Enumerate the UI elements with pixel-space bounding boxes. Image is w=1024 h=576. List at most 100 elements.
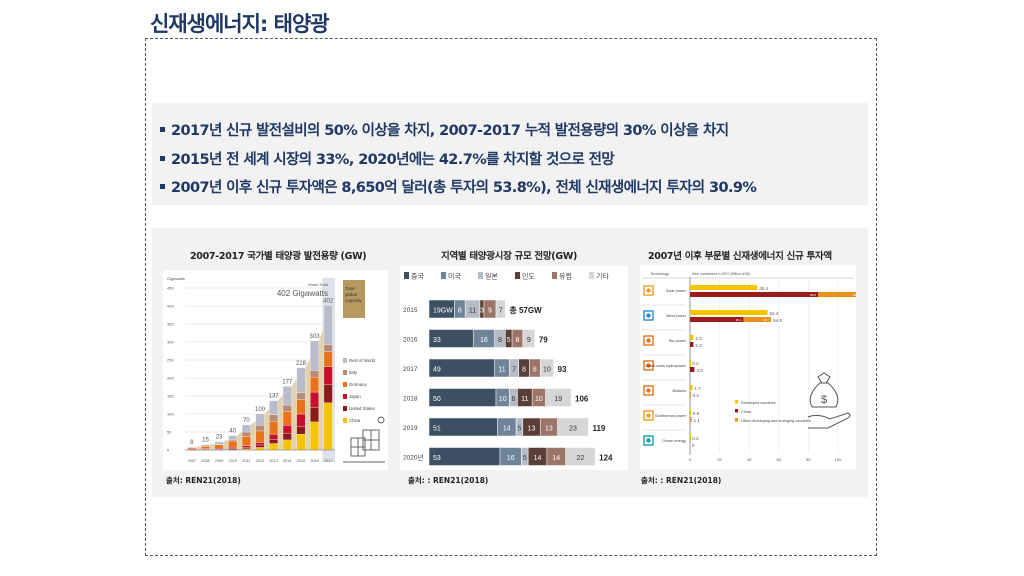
year-label: 2017 (403, 366, 418, 373)
y-tick-label: 100 (167, 412, 174, 417)
legend-swatch (404, 272, 409, 279)
value-label-developed: 2.3 (695, 336, 702, 341)
segment-label: 8 (533, 367, 537, 374)
segment-label: 51 (433, 426, 441, 433)
segment-label: 23 (569, 426, 577, 433)
legend-label: Italy (349, 370, 358, 375)
value-label-developing: 0 (692, 443, 695, 448)
solar-panel-icon (343, 416, 385, 463)
bar-segment (539, 358, 554, 378)
segment-label: 53 (433, 455, 441, 462)
segment-label: 16 (480, 337, 488, 344)
bar-segment (565, 447, 596, 466)
annotation-world-total: World Total (308, 282, 328, 287)
bar-segment-china (296, 434, 306, 451)
bar-segment-rest-of-world (269, 400, 279, 415)
bar-segment-italy (241, 431, 251, 437)
content-frame (145, 38, 877, 556)
legend-swatch (735, 400, 738, 404)
x-tick-label: 2014 (283, 459, 291, 463)
technology-header: Technology (650, 272, 669, 276)
legend-label: 인도 (522, 272, 535, 281)
legend-swatch (735, 418, 738, 422)
bar-other-developing (818, 292, 856, 297)
bullet-text: 2017년 신규 발전설비의 50% 이상을 차지, 2007-2017 누적 … (171, 123, 729, 139)
segment-label: 10 (543, 367, 551, 374)
value-label-developed: 52.4 (770, 311, 779, 316)
segment-label: 8 (498, 337, 502, 344)
x-tick-label: 0 (689, 457, 692, 462)
callout-text: capacity (345, 298, 362, 303)
segment-label: 7 (512, 367, 516, 374)
bar-segment-united-states (323, 384, 333, 403)
legend-label: 유럽 (559, 272, 572, 281)
legend-label: United States (349, 406, 375, 411)
value-label-developing: 0.3 (692, 393, 699, 398)
bar-segment-rest-of-world (282, 386, 292, 406)
bar-segment-japan (214, 448, 224, 450)
charts-panel: 2007-2017 국가별 태양광 발전용량 (GW) Gigawatts 0 50… (152, 228, 868, 497)
total-label: 119 (592, 424, 605, 433)
technology-label: Small-scale hydropower (645, 364, 686, 368)
bar-segment-china (310, 421, 319, 451)
y-tick-label: 400 (167, 304, 174, 309)
legend-label: Other developing and emerging countries (741, 419, 811, 423)
x-tick-label: 40 (747, 457, 752, 462)
x-tick-label: 20 (717, 457, 722, 462)
bar-segment-united-states (310, 407, 319, 423)
technology-label: Biofuels (672, 389, 686, 393)
total-label: 303 (310, 334, 321, 340)
total-label: 93 (558, 365, 567, 374)
segment-label: 10 (535, 396, 543, 403)
technology-icon-glyph (646, 363, 651, 368)
technology-icon-glyph (646, 413, 651, 418)
total-label: 137 (269, 394, 280, 400)
legend-swatch (343, 406, 347, 411)
segment-label: 13 (545, 426, 553, 433)
bullet-item: 2017년 신규 발전설비의 50% 이상을 차지, 2007-2017 누적 … (160, 119, 729, 140)
technology-label: Wind power (666, 314, 687, 318)
legend-swatch (589, 272, 594, 279)
bar-segment-united-states (282, 433, 292, 441)
segment-label: 14 (503, 426, 511, 433)
total-label: 228 (296, 361, 307, 367)
bar-segment-germany (310, 377, 319, 393)
chart3-source: 출처: : REN21(2018) (641, 476, 722, 485)
legend-swatch (343, 370, 347, 375)
investment-chart: Technology New investment in 2007 (Billio… (640, 265, 856, 469)
total-label: 15 (202, 438, 209, 444)
bar-segment-germany (296, 399, 306, 415)
bar-segment-japan (269, 434, 279, 440)
total-label: 총 57GW (509, 305, 542, 315)
bullet-box: 2017년 신규 발전설비의 50% 이상을 차지, 2007-2017 누적 … (152, 103, 868, 205)
bar-segment-germany (323, 351, 333, 367)
segment-label: 8 (515, 337, 519, 344)
segment-label: 7 (499, 308, 503, 315)
bar-segment-japan (241, 445, 251, 448)
y-tick-label: 200 (167, 376, 174, 381)
segment-label: 8 (458, 308, 462, 315)
bar-segment-rest-of-world (255, 413, 265, 426)
bar-segment-japan (296, 413, 306, 427)
technology-icon-glyph (646, 438, 651, 443)
bar-segment-rest-of-world (241, 424, 251, 433)
solar-capacity-chart: Gigawatts 0 50 100 150 200 250 300 350 400 450 8 200… (163, 270, 388, 470)
legend-label: 기타 (596, 272, 609, 281)
x-tick-label: 2009 (215, 459, 223, 463)
bar-other-developing (743, 317, 772, 322)
segment-label: 19 (554, 396, 562, 403)
x-tick-label: 2016 (310, 459, 318, 463)
bar-china (690, 342, 694, 347)
y-tick-label: 0 (167, 448, 170, 453)
bullet-square-icon (160, 183, 165, 189)
y-tick-label: 450 (167, 286, 174, 291)
legend-label: Rest of World (349, 358, 376, 363)
segment-label: 9 (527, 337, 531, 344)
svg-text:$: $ (821, 394, 827, 406)
x-tick-label: 80 (806, 457, 811, 462)
bar-segment-japan (310, 391, 319, 408)
value-label-developed: 0.2 (692, 361, 699, 366)
y-tick-label: 300 (167, 340, 174, 345)
x-tick-label: 2015 (297, 459, 305, 463)
bar-segment-italy (323, 344, 333, 352)
